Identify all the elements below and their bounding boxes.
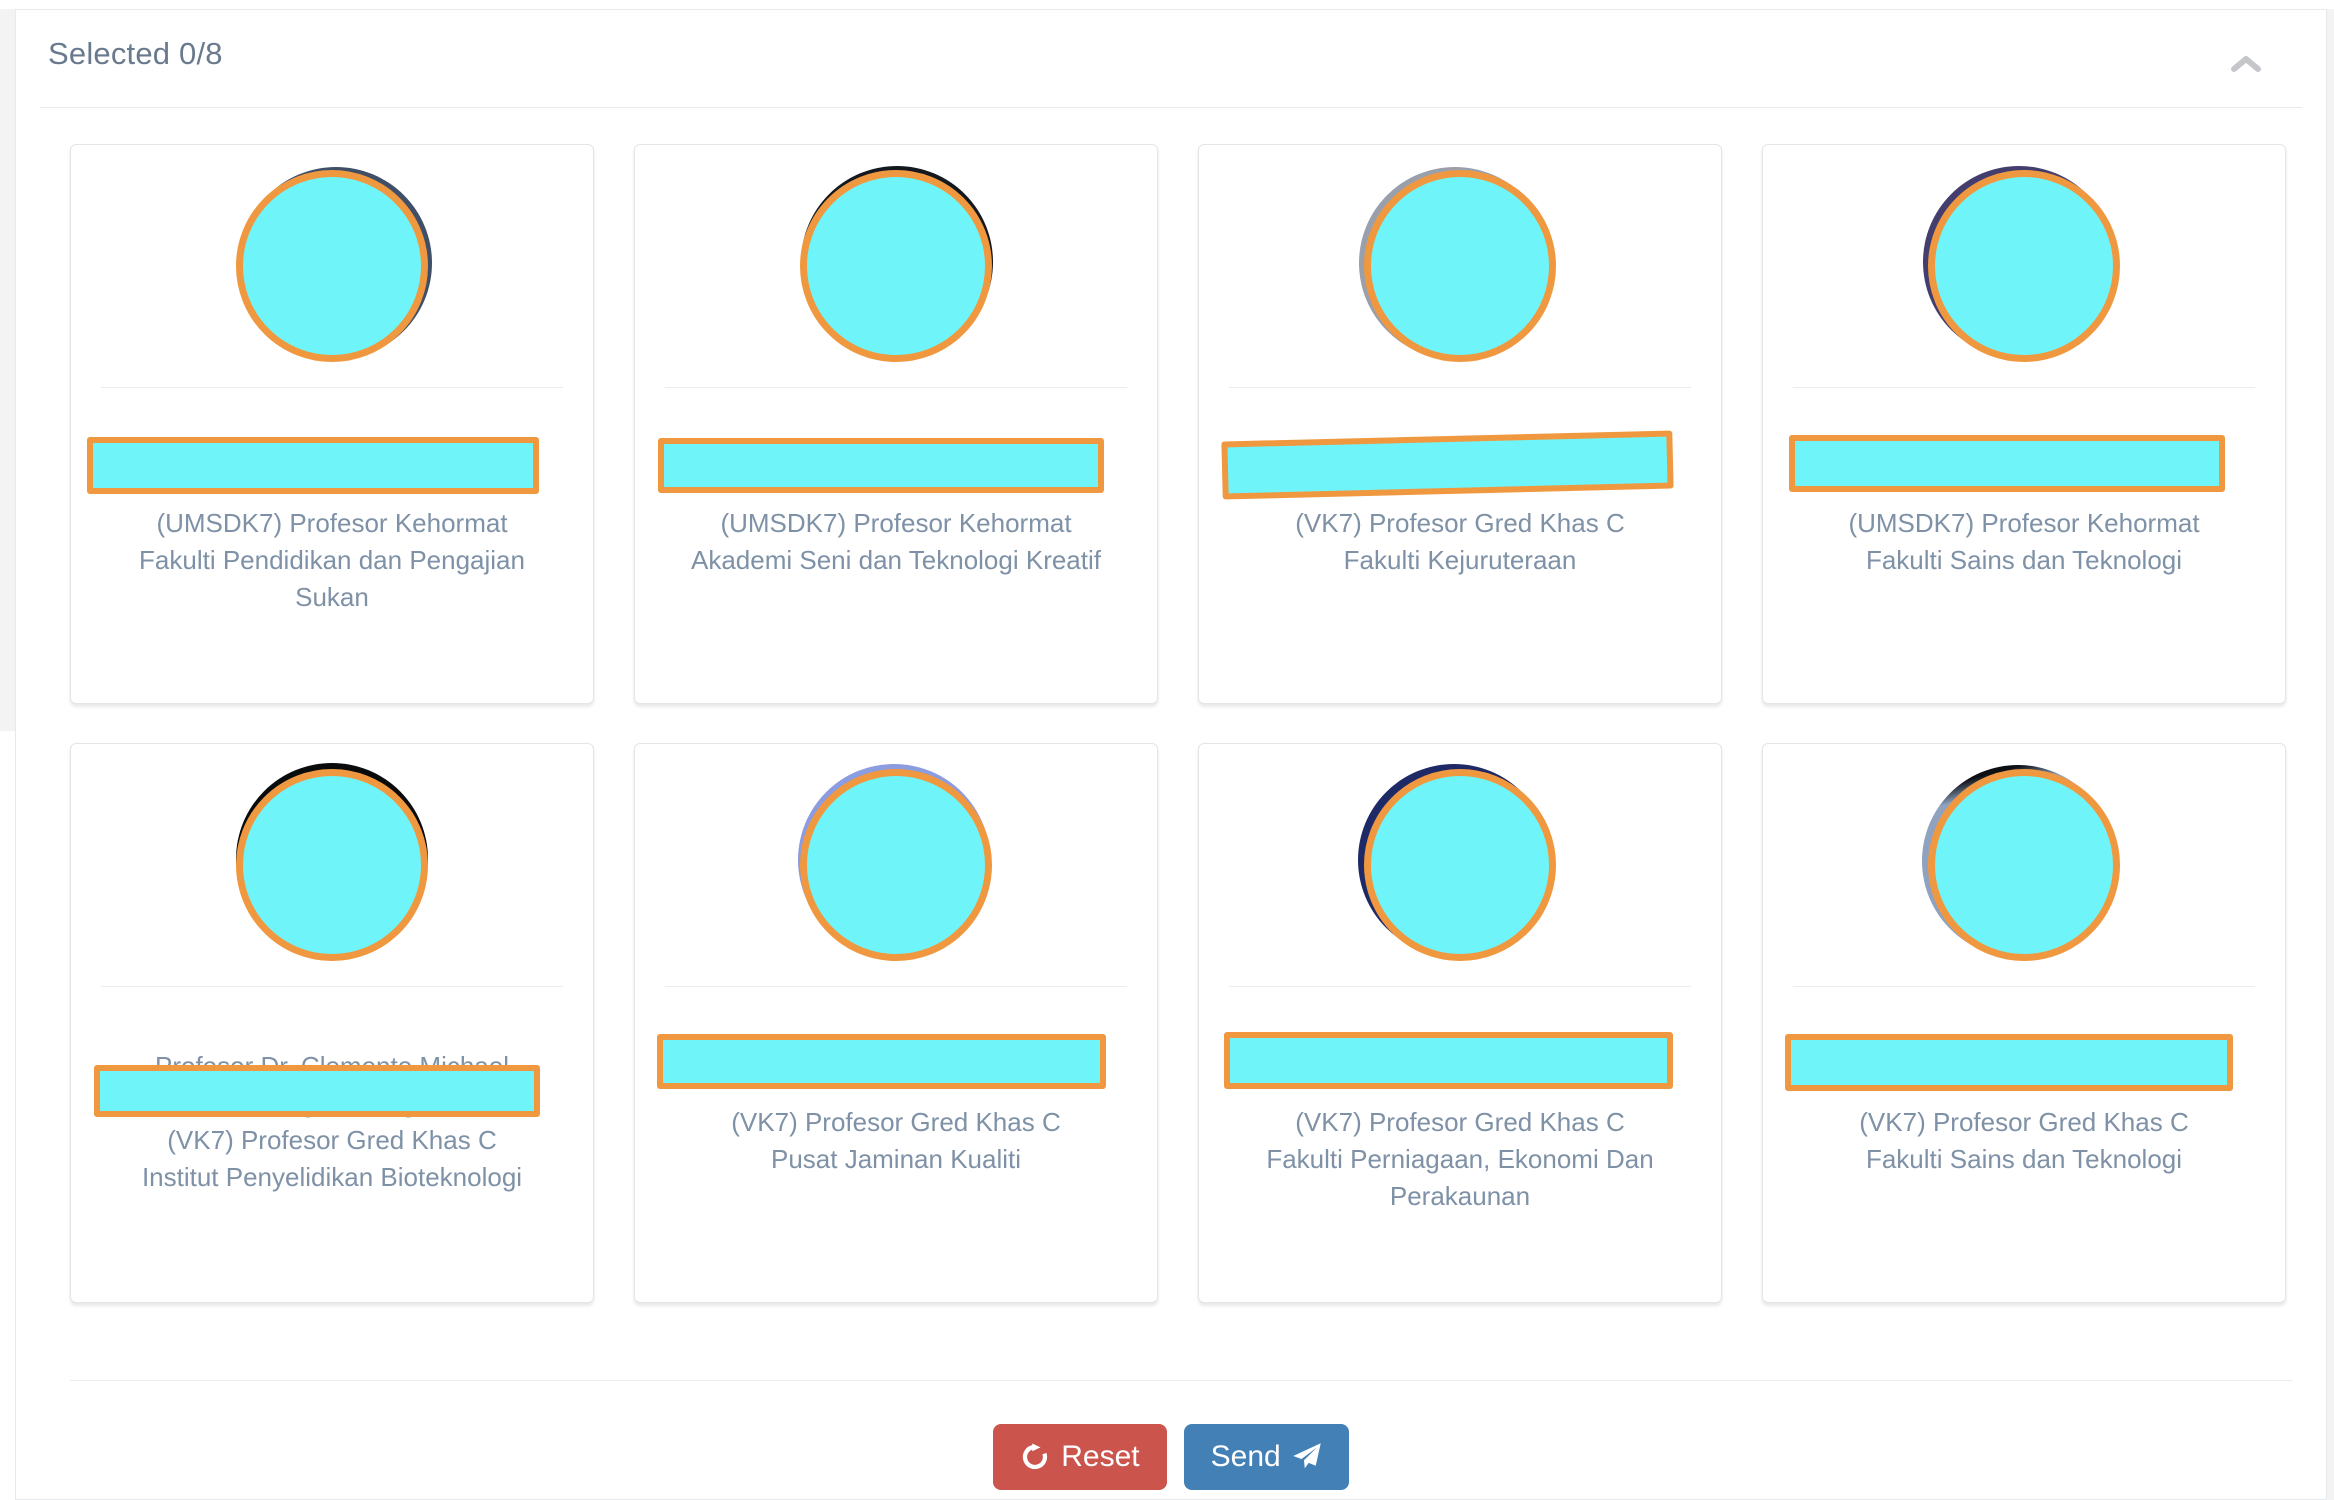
name-zone: [1763, 987, 2285, 1104]
avatar: [798, 764, 992, 961]
page-background-left: [0, 9, 15, 731]
card-divider: [1793, 986, 2255, 987]
staff-card[interactable]: (UMSDK7) Profesor Kehormat Akademi Seni d…: [634, 144, 1158, 704]
name-zone: [1763, 388, 2285, 505]
send-label: Send: [1210, 1440, 1281, 1473]
staff-card[interactable]: (UMSDK7) Profesor Kehormat Fakulti Pendid…: [70, 144, 594, 704]
staff-card[interactable]: (VK7) Profesor Gred Khas C Pusat Jaminan …: [634, 743, 1158, 1303]
avatar-redaction-circle: [1364, 170, 1556, 362]
staff-position: (VK7) Profesor Gred Khas C Fakulti Kejuru…: [1295, 508, 1625, 575]
staff-position: (VK7) Profesor Gred Khas C Fakulti Pernia…: [1266, 1107, 1654, 1211]
staff-position: (UMSDK7) Profesor Kehormat Fakulti Sains …: [1848, 508, 2200, 575]
staff-card[interactable]: Profesor Dr. Clemente MichaelWong Vui Li…: [70, 743, 594, 1303]
card-divider: [1229, 387, 1691, 388]
send-button[interactable]: Send: [1183, 1424, 1349, 1490]
card-divider: [1229, 986, 1691, 987]
card-divider: [665, 387, 1127, 388]
name-redaction-bar: [658, 438, 1104, 493]
staff-position: (UMSDK7) Profesor Kehormat Fakulti Pendid…: [139, 508, 525, 612]
name-redaction-bar: [1789, 435, 2225, 492]
avatar: [236, 763, 428, 961]
footer-actions: Reset Send: [16, 1424, 2326, 1490]
avatar: [1358, 764, 1556, 961]
avatar: [1359, 167, 1556, 362]
name-redaction-bar: [1221, 430, 1674, 500]
staff-position: (VK7) Profesor Gred Khas C Institut Penye…: [141, 1125, 523, 1192]
staff-position: (VK7) Profesor Gred Khas C Pusat Jaminan …: [731, 1107, 1061, 1174]
collapse-button[interactable]: [2226, 50, 2266, 80]
reset-button[interactable]: Reset: [993, 1424, 1167, 1490]
avatar-redaction-circle: [236, 769, 428, 961]
reset-label: Reset: [1061, 1440, 1140, 1473]
staff-position: (VK7) Profesor Gred Khas C Fakulti Sains …: [1859, 1107, 2189, 1174]
name-redaction-bar: [1224, 1032, 1673, 1089]
avatar: [1922, 765, 2120, 961]
name-redaction-bar: [657, 1034, 1106, 1089]
footer-divider: [70, 1380, 2293, 1381]
paper-plane-icon: [1292, 1442, 1322, 1472]
card-divider: [1793, 387, 2255, 388]
panel-title: Selected 0/8: [48, 36, 223, 71]
name-zone: [1199, 388, 1721, 505]
name-zone: [1199, 987, 1721, 1104]
avatar-redaction-circle: [236, 170, 428, 362]
card-grid: (UMSDK7) Profesor Kehormat Fakulti Pendid…: [16, 108, 2326, 1303]
name-zone: [635, 987, 1157, 1104]
avatar-redaction-circle: [800, 170, 992, 362]
name-zone: [635, 388, 1157, 505]
refresh-icon: [1020, 1442, 1050, 1472]
chevron-up-icon: [2230, 55, 2262, 77]
avatar-redaction-circle: [1364, 769, 1556, 961]
card-divider: [665, 986, 1127, 987]
card-divider: [101, 387, 563, 388]
avatar-redaction-circle: [1928, 170, 2120, 362]
avatar-redaction-circle: [1928, 769, 2120, 961]
name-redaction-bar: [87, 437, 539, 494]
name-redaction-bar: [1785, 1034, 2233, 1091]
name-redaction-bar: [94, 1065, 540, 1117]
staff-card[interactable]: (UMSDK7) Profesor Kehormat Fakulti Sains …: [1762, 144, 2286, 704]
staff-position: (UMSDK7) Profesor Kehormat Akademi Seni d…: [691, 508, 1101, 575]
avatar: [236, 167, 432, 362]
panel-header: Selected 0/8: [16, 10, 2326, 107]
page-background-right: [2327, 9, 2334, 1500]
avatar: [800, 166, 993, 362]
avatar-redaction-circle: [800, 769, 992, 961]
avatar: [1923, 166, 2120, 362]
header-divider: [40, 107, 2302, 108]
name-zone: [71, 388, 593, 505]
card-divider: [101, 986, 563, 987]
name-zone: Profesor Dr. Clemente MichaelWong Vui Li…: [71, 987, 593, 1118]
staff-card[interactable]: (VK7) Profesor Gred Khas C Fakulti Sains …: [1762, 743, 2286, 1303]
selected-panel: Selected 0/8 (UMSDK7) Profesor Kehormat F…: [15, 9, 2327, 1500]
staff-card[interactable]: (VK7) Profesor Gred Khas C Fakulti Pernia…: [1198, 743, 1722, 1303]
staff-card[interactable]: (VK7) Profesor Gred Khas C Fakulti Kejuru…: [1198, 144, 1722, 704]
